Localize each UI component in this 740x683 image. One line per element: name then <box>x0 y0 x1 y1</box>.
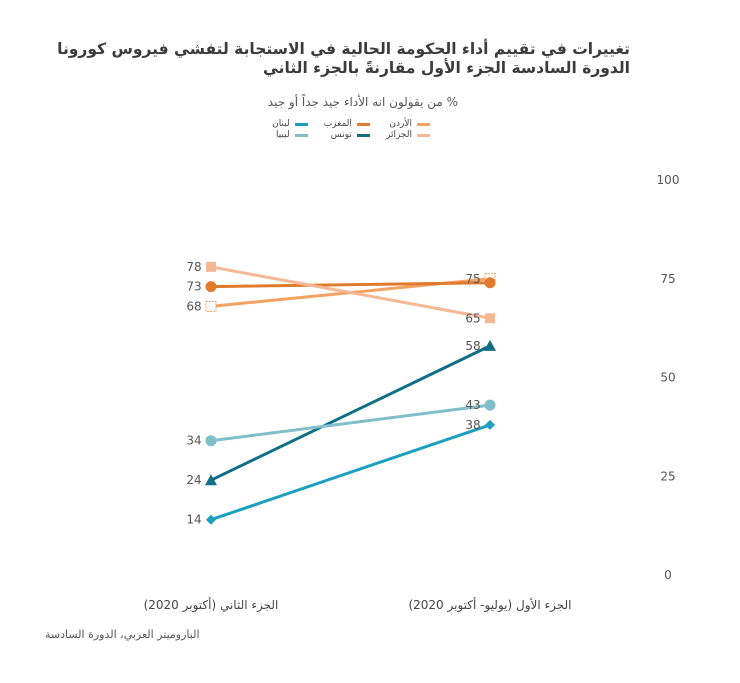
chart-title-line2: الدورة السادسة الجزء الأول مقارنةً بالجز… <box>263 59 630 77</box>
series-lines <box>209 265 492 522</box>
data-point-marker <box>206 261 216 272</box>
y-tick-label: 25 <box>660 469 675 483</box>
chart-title: تغييرات في تقييم أداء الحكومة الحالية في… <box>30 40 630 78</box>
legend-item: ليبيا <box>270 130 308 140</box>
legend-item: لبنان <box>270 119 308 129</box>
data-point-marker <box>485 313 495 324</box>
legend-item: تونس <box>322 130 370 140</box>
legend-item: المغرب <box>322 119 370 129</box>
data-point-marker <box>205 281 217 293</box>
data-point-marker <box>484 339 496 351</box>
series-line <box>209 281 492 289</box>
data-label: 58 <box>465 339 480 353</box>
series-line <box>209 265 492 320</box>
legend-label: تونس <box>330 130 352 140</box>
legend-label: ليبيا <box>275 130 290 140</box>
data-labels: 78 73 68 34 24 14 75 65 58 43 38 <box>186 260 480 527</box>
y-tick-label: 75 <box>660 272 675 286</box>
legend-swatch <box>356 133 370 137</box>
data-label: 43 <box>465 398 480 412</box>
series-markers <box>205 261 496 525</box>
data-point-marker <box>205 300 217 312</box>
y-axis: 0 25 50 75 100 <box>657 173 680 582</box>
legend-item: الأردن <box>384 119 430 129</box>
data-label: 73 <box>186 280 201 294</box>
x-category-label: الجزء الأول (يوليو- أكتوبر 2020) <box>408 597 571 613</box>
data-label: 78 <box>186 260 201 274</box>
chart-subtitle: % من يقولون انه الأداء جيد جداً أو جيد <box>267 95 458 109</box>
data-label: 68 <box>186 299 201 313</box>
data-point-marker <box>206 514 216 525</box>
y-tick-label: 50 <box>660 371 675 385</box>
legend-item: الجزائر <box>384 130 430 140</box>
legend-swatch <box>417 133 430 137</box>
x-category-label: الجزء الثاني (أكتوبر 2020) <box>144 597 279 613</box>
data-point-marker <box>484 399 496 411</box>
chart-title-line1: تغييرات في تقييم أداء الحكومة الحالية في… <box>57 40 630 58</box>
source-note: الباروميتر العربي، الدورة السادسة <box>45 628 200 641</box>
legend: الأردن المغرب لبنان الجزائر تونس ليبيا <box>270 119 430 140</box>
series-line <box>209 423 492 522</box>
legend-label: المغرب <box>323 119 352 129</box>
data-point-marker <box>205 474 217 486</box>
legend-label: الأردن <box>389 119 412 129</box>
y-tick-label: 100 <box>657 173 680 187</box>
legend-label: لبنان <box>272 119 290 129</box>
x-axis: الجزء الثاني (أكتوبر 2020) الجزء الأول (ي… <box>144 597 572 613</box>
legend-swatch <box>294 122 308 126</box>
data-label: 14 <box>186 513 201 527</box>
series-line <box>209 344 492 482</box>
series-line <box>209 403 492 443</box>
legend-swatch <box>417 122 430 126</box>
data-label: 75 <box>465 272 480 286</box>
data-label: 38 <box>465 418 480 432</box>
data-point-marker <box>484 277 496 289</box>
data-point-marker <box>485 419 495 430</box>
legend-swatch <box>356 122 370 126</box>
legend-swatch <box>294 133 308 137</box>
data-label: 24 <box>186 473 201 487</box>
y-tick-label: 0 <box>664 568 672 582</box>
data-label: 65 <box>465 311 480 325</box>
data-point-marker <box>205 435 217 447</box>
legend-label: الجزائر <box>386 130 412 140</box>
data-label: 34 <box>186 434 201 448</box>
